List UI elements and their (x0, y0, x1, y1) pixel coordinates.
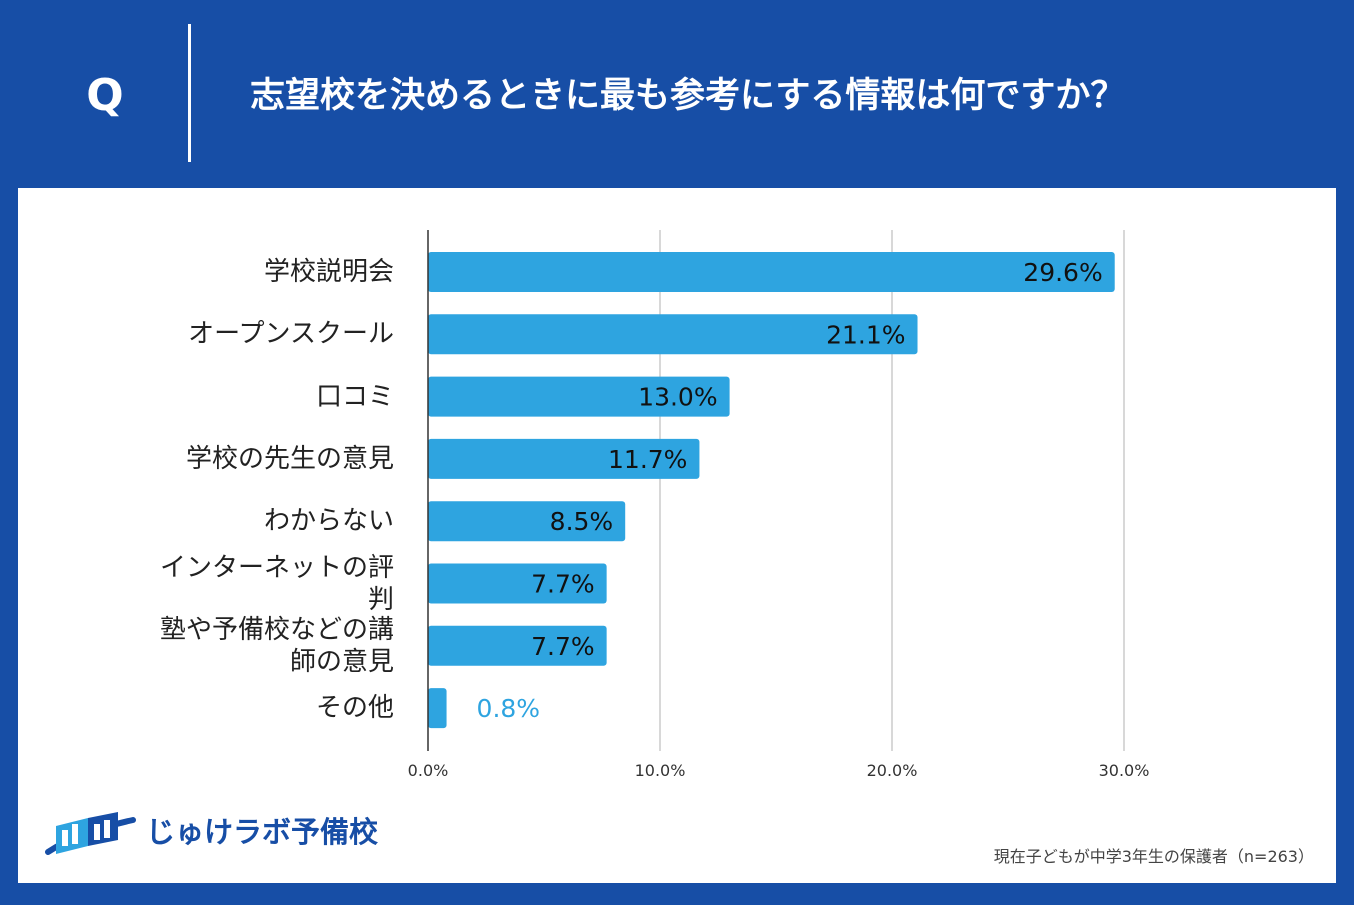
brand-name: じゅけラボ予備校 (146, 815, 379, 849)
bar (428, 314, 918, 355)
category-label-line: 塾や予備校などの講 (159, 614, 394, 645)
category-label-line: オープンスクール (188, 319, 394, 350)
category-label-line: 師の意見 (289, 646, 394, 677)
bar (428, 438, 700, 479)
category-label-line: 学校の先生の意見 (185, 443, 394, 474)
book-logo-icon (45, 812, 136, 855)
header: Q 志望校を決めるときに最も参考にする情報は何ですか？ (0, 0, 1354, 188)
chart-card: 29.6% 21.1% 13.0% 11.7% 8.5% 7.7% 7.7% 0.8% 0.0… (18, 188, 1336, 883)
category-label: 学校説明会 (104, 256, 394, 288)
category-label: わからない (104, 505, 394, 537)
category-label-line: 学校説明会 (263, 257, 394, 287)
category-label: 学校の先生の意見 (104, 443, 394, 475)
category-label: その他 (104, 692, 394, 724)
bar (428, 563, 607, 604)
page-title: 志望校を決めるときに最も参考にする情報は何ですか？ (250, 76, 1126, 116)
data-label: 7.7% (531, 632, 595, 661)
x-tick-label: 10.0% (635, 761, 686, 780)
brand-logo: じゅけラボ予備校 (38, 802, 398, 862)
header-divider (188, 24, 191, 162)
data-label: 0.8% (477, 694, 541, 723)
data-label: 29.6% (1023, 258, 1102, 287)
bar (428, 501, 626, 542)
bar (428, 625, 607, 666)
category-label-line: インターネットの評 (159, 552, 394, 583)
category-label-line: 口コミ (315, 381, 394, 412)
question-mark: Q (86, 70, 124, 121)
category-label: 口コミ (104, 381, 394, 413)
category-label-line: わからない (263, 506, 394, 537)
data-label: 8.5% (550, 507, 614, 536)
category-label: オープンスクール (104, 318, 394, 350)
x-tick-label: 20.0% (867, 761, 918, 780)
bar (428, 376, 730, 417)
bar (428, 688, 447, 729)
bar (428, 252, 1115, 292)
category-label: インターネットの評判 (104, 552, 394, 616)
category-label-line: その他 (315, 693, 394, 724)
bar-chart: 29.6% 21.1% 13.0% 11.7% 8.5% 7.7% 7.7% 0.8% 0.0… (408, 230, 1150, 780)
data-label: 21.1% (826, 320, 905, 349)
x-tick-label: 0.0% (408, 761, 449, 780)
x-tick-label: 30.0% (1099, 761, 1150, 780)
data-label: 11.7% (608, 445, 687, 474)
data-label: 13.0% (638, 383, 717, 412)
data-label: 7.7% (531, 570, 595, 599)
category-label-line: 判 (367, 584, 394, 615)
category-label: 塾や予備校などの講 師の意見 (104, 614, 394, 678)
footnote: 現在子どもが中学3年生の保護者（n=263） (993, 847, 1314, 866)
